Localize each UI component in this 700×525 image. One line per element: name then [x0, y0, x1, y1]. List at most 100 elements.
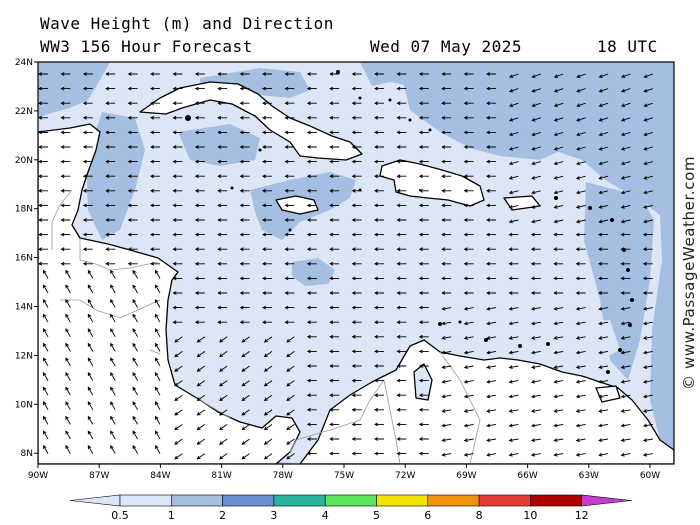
- wave-arrow: [286, 438, 295, 445]
- wave-arrow: [643, 102, 653, 108]
- wave-arrow: [306, 393, 317, 398]
- wave-arrow: [576, 175, 586, 180]
- wave-arrow: [155, 386, 161, 396]
- wave-arrow: [351, 305, 362, 310]
- wave-arrow: [174, 336, 183, 343]
- wave-arrow: [620, 276, 631, 281]
- lat-label: 10N: [15, 400, 33, 410]
- legend-swatch: [376, 494, 429, 507]
- wave-arrow: [217, 291, 228, 295]
- wave-arrow: [418, 261, 429, 266]
- wave-arrow: [418, 451, 429, 456]
- wave-arrow: [508, 394, 519, 399]
- wave-arrow: [219, 380, 228, 387]
- wave-arrow: [642, 321, 653, 326]
- wave-arrow: [598, 261, 608, 266]
- wave-arrow: [241, 351, 250, 358]
- wave-arrow: [598, 232, 608, 237]
- wave-arrow: [172, 159, 183, 164]
- wave-arrow: [38, 188, 48, 193]
- wave-arrow: [87, 269, 94, 279]
- wave-arrow: [351, 115, 362, 120]
- wave-arrow: [82, 159, 93, 164]
- wave-arrow: [396, 101, 407, 106]
- wave-arrow: [351, 86, 362, 91]
- wave-arrow: [620, 452, 631, 457]
- wave-arrow: [508, 161, 519, 166]
- wave-arrow: [418, 174, 429, 179]
- wave-arrow: [463, 350, 474, 355]
- wave-arrow: [374, 407, 384, 412]
- wave-arrow: [306, 159, 317, 164]
- wave-arrow: [217, 232, 228, 237]
- wave-arrow: [553, 102, 564, 108]
- wave-arrow: [196, 438, 206, 445]
- wave-arrow: [508, 190, 519, 195]
- wave-arrow: [329, 291, 340, 295]
- wave-arrow: [87, 430, 94, 440]
- legend-swatch: [427, 494, 480, 507]
- wave-arrow: [286, 424, 295, 431]
- wave-arrow: [508, 336, 519, 340]
- wave-arrow: [553, 232, 564, 237]
- wave-arrow: [463, 203, 474, 208]
- wave-arrow: [60, 101, 71, 106]
- wave-arrow: [508, 232, 519, 237]
- wave-arrow: [486, 438, 497, 443]
- wave-arrow: [486, 159, 496, 164]
- wave-arrow: [263, 351, 273, 358]
- wave-arrow: [531, 146, 541, 151]
- wave-arrow: [262, 232, 272, 237]
- wave-arrow: [82, 232, 93, 237]
- wave-arrow: [576, 146, 586, 151]
- wave-arrow: [306, 218, 317, 222]
- wave-arrow: [642, 423, 653, 428]
- wave-arrow: [284, 145, 295, 149]
- wave-arrow: [306, 437, 317, 441]
- wave-arrow: [155, 357, 161, 367]
- wave-arrow: [196, 336, 206, 343]
- wave-arrow: [286, 351, 295, 358]
- wave-arrow: [239, 86, 250, 91]
- wave-arrow: [463, 379, 474, 384]
- wave-arrow: [441, 409, 452, 413]
- wave-arrow: [239, 218, 250, 222]
- wave-arrow: [194, 174, 205, 179]
- wave-arrow: [620, 365, 631, 370]
- wave-arrow: [553, 190, 564, 195]
- wave-arrow: [463, 247, 474, 252]
- wave-arrow: [306, 174, 317, 179]
- wave-arrow: [60, 86, 71, 91]
- wave-arrow: [172, 261, 183, 266]
- wave-arrow: [486, 261, 496, 266]
- wave-arrow: [174, 380, 183, 387]
- wave-arrow: [239, 247, 250, 252]
- wave-arrow: [38, 159, 48, 164]
- wave-arrow: [110, 342, 116, 352]
- wave-arrow: [418, 232, 429, 237]
- wave-arrow: [620, 350, 631, 355]
- wave-arrow: [174, 453, 183, 460]
- wave-arrow: [643, 131, 653, 137]
- wave-arrow: [150, 101, 160, 106]
- wave-arrow: [441, 291, 452, 295]
- wave-arrow: [441, 321, 452, 326]
- wave-arrow: [263, 365, 273, 372]
- wave-arrow: [396, 86, 407, 91]
- wave-arrow: [329, 101, 340, 106]
- wave-arrow: [374, 188, 384, 193]
- wave-arrow: [38, 247, 48, 252]
- wave-arrow: [286, 380, 295, 387]
- wave-arrow: [329, 393, 340, 398]
- wave-arrow: [418, 203, 429, 208]
- wave-arrow: [194, 72, 205, 76]
- legend-label: 2: [219, 509, 226, 522]
- legend-swatch: [324, 494, 377, 507]
- wave-arrow: [219, 424, 228, 431]
- wave-arrow: [441, 423, 452, 428]
- wave-arrow: [241, 394, 250, 401]
- wave-arrow: [219, 351, 228, 358]
- wave-arrow: [38, 115, 48, 120]
- wave-arrow: [642, 409, 653, 413]
